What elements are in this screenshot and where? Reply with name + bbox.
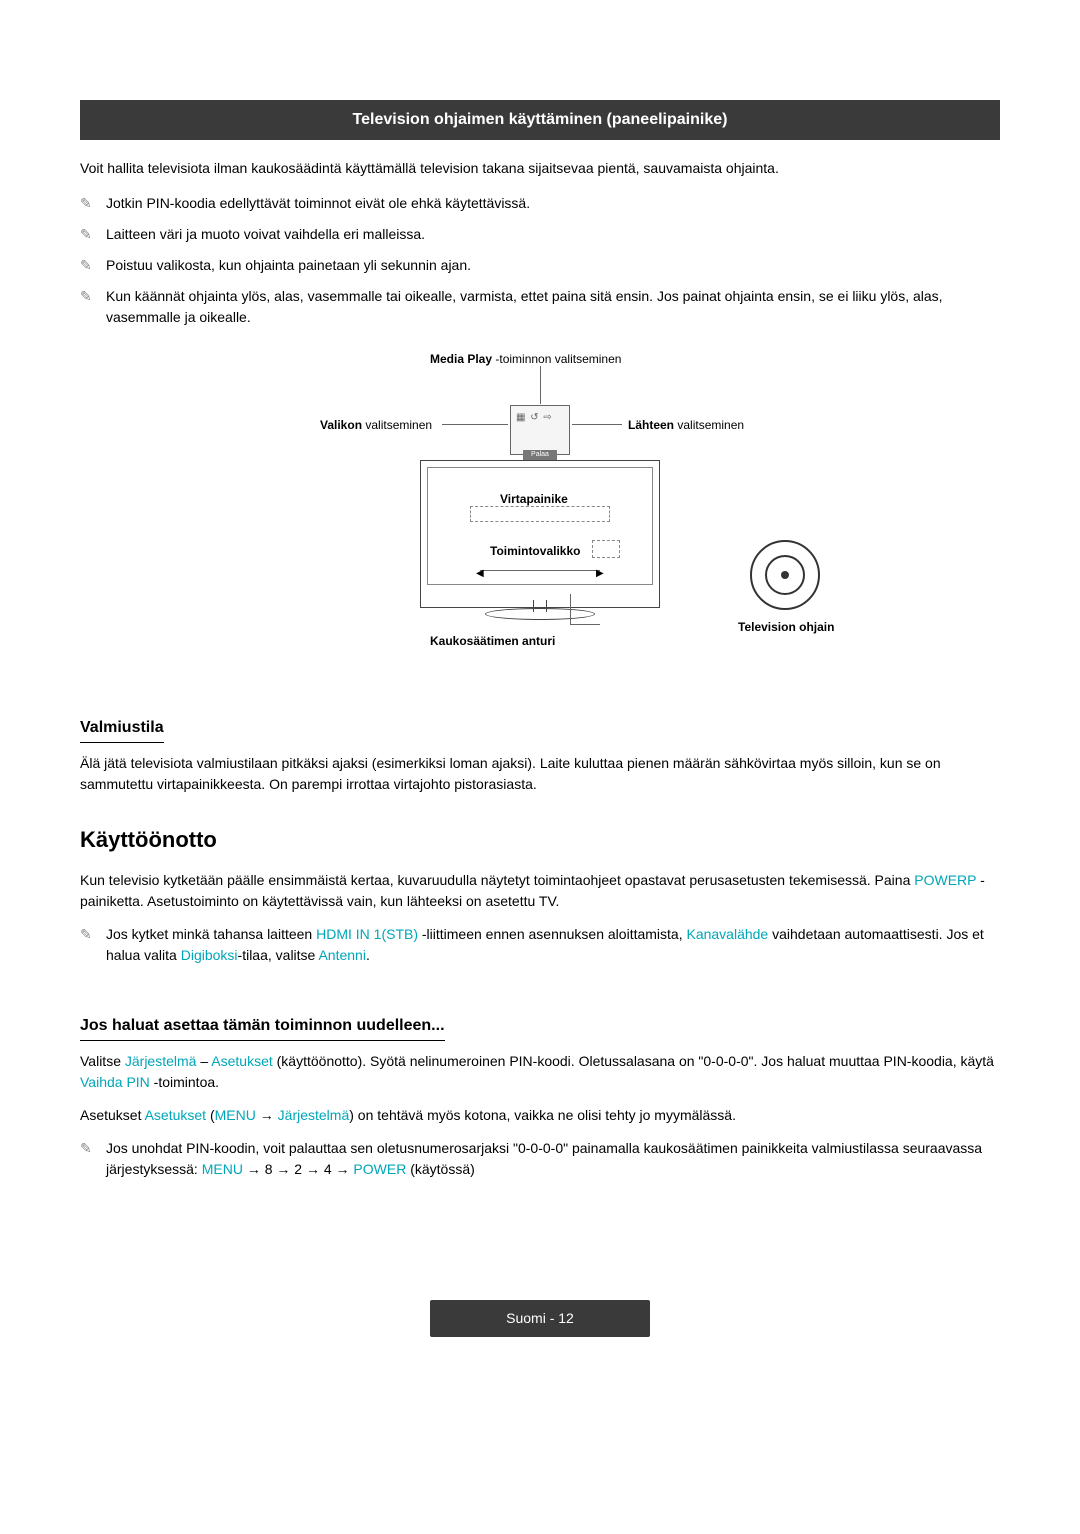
tv-illustration — [420, 460, 660, 608]
label-kaukosaatimen: Kaukosäätimen anturi — [430, 632, 555, 650]
heading-valmiustila: Valmiustila — [80, 716, 164, 743]
title-bar: Television ohjaimen käyttäminen (paneeli… — [80, 100, 1000, 140]
page-footer: Suomi - 12 — [430, 1300, 650, 1337]
label-lahteen: Lähteen valitseminen — [628, 416, 744, 434]
note-item: Laitteen väri ja muoto voivat vaihdella … — [80, 224, 1000, 245]
kayttoonotto-p1: Kun televisio kytketään päälle ensimmäis… — [80, 870, 1000, 912]
note-item: Kun käännät ohjainta ylös, alas, vasemma… — [80, 286, 1000, 328]
label-media-play: Media Play -toiminnon valitseminen — [430, 350, 621, 368]
heading-kayttoonotto: Käyttöönotto — [80, 823, 1000, 856]
reset-p1: Valitse Järjestelmä – Asetukset (käyttöö… — [80, 1051, 1000, 1093]
note-item: Poistuu valikosta, kun ohjainta painetaa… — [80, 255, 1000, 276]
label-toimintovalikko: Toimintovalikko — [490, 542, 580, 560]
note-item: Jos kytket minkä tahansa laitteen HDMI I… — [80, 924, 1000, 966]
heading-reset: Jos haluat asettaa tämän toiminnon uudel… — [80, 1014, 445, 1041]
label-valikon: Valikon valitseminen — [320, 416, 432, 434]
valmiustila-text: Älä jätä televisiota valmiustilaan pitkä… — [80, 753, 1000, 795]
tv-controller-icon — [750, 540, 820, 610]
note-item: Jos unohdat PIN-koodin, voit palauttaa s… — [80, 1138, 1000, 1180]
toimintovalikko-box — [470, 506, 610, 522]
controller-icons: ▦ ↺ ⇨ — [516, 410, 553, 425]
palaa-label: Palaa — [523, 450, 557, 460]
reset-notes: Jos unohdat PIN-koodin, voit palauttaa s… — [80, 1138, 1000, 1180]
note-item: Jotkin PIN-koodia edellyttävät toiminnot… — [80, 193, 1000, 214]
notes-list: Jotkin PIN-koodia edellyttävät toiminnot… — [80, 193, 1000, 328]
label-tv-ohjain: Television ohjain — [738, 618, 834, 636]
kayttoonotto-notes: Jos kytket minkä tahansa laitteen HDMI I… — [80, 924, 1000, 966]
reset-p2: Asetukset Asetukset (MENU → Järjestelmä)… — [80, 1105, 1000, 1126]
intro-text: Voit hallita televisiota ilman kaukosääd… — [80, 158, 1000, 179]
tv-controller-diagram: Media Play -toiminnon valitseminen Valik… — [240, 350, 840, 650]
